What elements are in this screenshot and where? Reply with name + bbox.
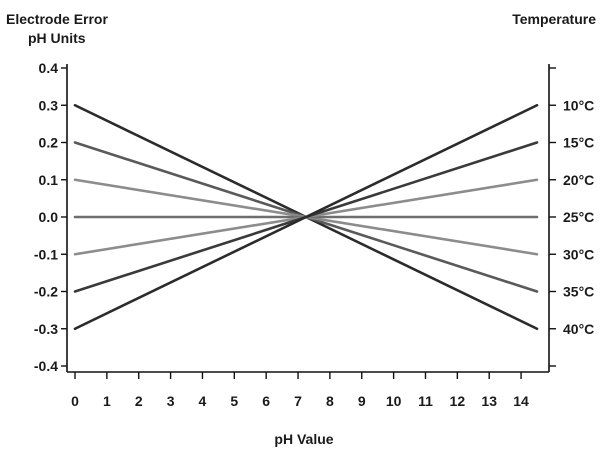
x-tick-label: 9 bbox=[358, 393, 366, 409]
right-axis-title: Temperature bbox=[512, 11, 596, 27]
y-tick-label: -0.4 bbox=[34, 358, 58, 374]
x-tick-label: 7 bbox=[294, 393, 302, 409]
y-axis-title-line-1: Electrode Error bbox=[6, 11, 108, 27]
x-tick-label: 0 bbox=[71, 393, 79, 409]
y-tick-label: -0.2 bbox=[34, 284, 58, 300]
temperature-label: 20°C bbox=[563, 172, 594, 188]
y-axis-title-line-2: pH Units bbox=[28, 30, 86, 46]
x-tick-label: 13 bbox=[481, 393, 497, 409]
y-tick-label: 0.0 bbox=[39, 209, 59, 225]
series-lines bbox=[73, 103, 539, 331]
temperature-labels: 10°C 15°C 20°C 25°C 30°C 35°C 40°C bbox=[563, 97, 594, 337]
series-line-40c bbox=[73, 103, 539, 331]
x-tick-label: 4 bbox=[199, 393, 207, 409]
temperature-label: 30°C bbox=[563, 246, 594, 262]
x-ticks: 0 1 2 3 4 5 6 7 8 9 10 11 12 13 14 bbox=[71, 372, 529, 409]
y-tick-label: -0.3 bbox=[34, 321, 58, 337]
x-tick-label: 10 bbox=[386, 393, 402, 409]
x-tick-label: 11 bbox=[418, 393, 433, 409]
y-tick-label: 0.4 bbox=[39, 60, 59, 76]
temperature-label: 35°C bbox=[563, 284, 594, 300]
temperature-label: 25°C bbox=[563, 209, 594, 225]
x-tick-label: 14 bbox=[513, 393, 529, 409]
x-tick-label: 3 bbox=[167, 393, 175, 409]
temperature-label: 40°C bbox=[563, 321, 594, 337]
y-tick-label: 0.1 bbox=[39, 172, 59, 188]
x-axis-title: pH Value bbox=[274, 431, 333, 447]
x-tick-label: 12 bbox=[450, 393, 466, 409]
x-tick-label: 5 bbox=[230, 393, 238, 409]
temperature-label: 15°C bbox=[563, 135, 594, 151]
x-tick-label: 1 bbox=[103, 393, 111, 409]
x-tick-label: 8 bbox=[326, 393, 334, 409]
x-tick-label: 2 bbox=[135, 393, 143, 409]
y-tick-label: 0.3 bbox=[39, 97, 59, 113]
y-tick-label: 0.2 bbox=[39, 135, 59, 151]
left-y-ticks: 0.4 0.3 0.2 0.1 0.0 -0.1 -0.2 -0.3 -0.4 bbox=[34, 60, 67, 374]
y-tick-label: -0.1 bbox=[34, 246, 58, 262]
x-tick-label: 6 bbox=[262, 393, 270, 409]
right-y-ticks bbox=[549, 67, 556, 367]
temperature-label: 10°C bbox=[563, 97, 594, 113]
